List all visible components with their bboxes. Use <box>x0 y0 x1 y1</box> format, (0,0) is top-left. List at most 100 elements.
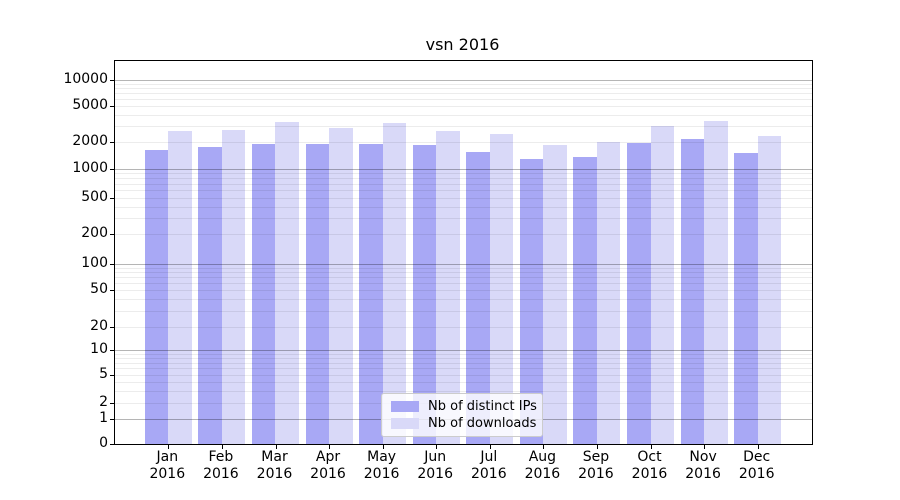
gridline-minor <box>115 277 812 279</box>
gridline-minor <box>115 126 812 128</box>
gridline-minor <box>115 190 812 192</box>
x-tick <box>436 445 438 449</box>
bars-layer <box>115 61 812 444</box>
bar-nb-of-distinct-ips-mar <box>251 144 276 444</box>
y-tick-label: 1000 <box>72 160 108 176</box>
gridline-major <box>115 264 812 265</box>
x-tick <box>221 445 223 449</box>
bar-nb-of-distinct-ips-oct <box>627 143 651 444</box>
y-tick <box>110 327 114 328</box>
y-tick-label: 0 <box>99 435 108 451</box>
y-tick <box>110 264 114 265</box>
gridline-minor <box>115 198 812 199</box>
bar-nb-of-downloads-nov <box>704 121 728 444</box>
y-tick <box>110 198 114 199</box>
gridline-minor <box>115 327 812 328</box>
y-tick-label: 500 <box>81 189 108 205</box>
x-tick <box>329 445 330 449</box>
y-tick <box>110 169 114 170</box>
y-tick-label: 1 <box>99 410 108 426</box>
gridline-minor <box>115 88 812 90</box>
bar-nb-of-distinct-ips-aug <box>519 159 544 444</box>
legend-label: Nb of downloads <box>428 416 537 431</box>
x-tick <box>650 445 652 449</box>
bar-nb-of-downloads-may <box>382 123 407 444</box>
x-tick-label: Sep 2016 <box>578 449 614 482</box>
gridline-minor <box>115 272 812 274</box>
gridline-minor <box>115 368 812 370</box>
y-tick-label: 100 <box>81 255 108 271</box>
gridline-minor <box>115 99 812 101</box>
y-tick <box>110 142 114 143</box>
gridline-major <box>115 350 812 351</box>
y-tick-label: 2 <box>99 394 108 410</box>
x-tick <box>168 445 170 449</box>
y-tick-label: 50 <box>90 281 108 297</box>
bar-nb-of-distinct-ips-jul <box>466 151 490 444</box>
gridline-minor <box>115 358 812 359</box>
x-tick <box>704 445 706 449</box>
bar-nb-of-distinct-ips-sep <box>573 157 597 444</box>
legend-row: Nb of distinct IPs <box>388 398 537 415</box>
bar-nb-of-downloads-sep <box>596 141 621 444</box>
x-tick-label: Aug 2016 <box>524 449 561 482</box>
gridline-minor <box>115 93 812 95</box>
bar-nb-of-distinct-ips-jan <box>144 150 169 444</box>
y-tick-label: 10 <box>90 341 108 357</box>
y-tick <box>110 234 114 235</box>
legend-swatch <box>391 418 419 429</box>
bar-nb-of-downloads-oct <box>650 126 675 444</box>
y-tick <box>110 290 114 291</box>
gridline-minor <box>115 362 812 364</box>
bar-nb-of-distinct-ips-dec <box>734 153 758 444</box>
bar-nb-of-downloads-dec <box>757 135 782 444</box>
legend-row: Nb of downloads <box>388 415 536 432</box>
y-tick-label: 2000 <box>72 133 108 149</box>
bar-nb-of-downloads-aug <box>543 144 567 444</box>
x-tick <box>489 445 491 449</box>
bar-nb-of-downloads-jun <box>436 130 460 444</box>
y-tick-label: 200 <box>81 225 108 241</box>
gridline-minor <box>115 375 812 376</box>
gridline-minor <box>115 310 812 312</box>
legend: Nb of distinct IPs Nb of downloads <box>381 393 543 437</box>
x-tick-label: May 2016 <box>363 449 400 482</box>
legend-label: Nb of distinct IPs <box>428 399 537 414</box>
x-tick <box>275 445 277 449</box>
gridline-minor <box>115 114 812 116</box>
bar-nb-of-distinct-ips-jun <box>412 145 437 444</box>
bar-nb-of-distinct-ips-apr <box>305 144 330 444</box>
x-tick-label: Nov 2016 <box>685 449 721 482</box>
bar-nb-of-downloads-feb <box>221 130 246 444</box>
x-tick-label: Oct 2016 <box>631 449 668 482</box>
gridline-minor <box>115 84 812 85</box>
bar-nb-of-downloads-jul <box>489 133 514 444</box>
y-tick <box>110 350 114 351</box>
gridline-minor <box>115 283 812 285</box>
legend-swatch <box>391 401 419 412</box>
gridline-minor <box>115 142 812 143</box>
y-tick <box>110 403 114 404</box>
x-tick-label: Apr 2016 <box>310 449 346 482</box>
x-tick <box>596 445 598 449</box>
plot-area <box>110 60 813 449</box>
y-tick-label: 5 <box>99 366 108 382</box>
gridline-major <box>115 169 812 170</box>
bar-nb-of-distinct-ips-nov <box>680 139 705 444</box>
y-tick <box>110 444 114 445</box>
gridline-minor <box>115 183 812 185</box>
bar-nb-of-distinct-ips-feb <box>198 147 222 444</box>
x-tick-label: Dec 2016 <box>738 449 775 482</box>
gridline-minor <box>115 218 812 220</box>
gridline-minor <box>115 206 812 208</box>
bar-nb-of-downloads-apr <box>329 128 353 444</box>
bar-nb-of-distinct-ips-may <box>359 144 383 444</box>
y-tick <box>110 375 114 376</box>
x-tick <box>382 445 384 449</box>
gridline-minor <box>115 173 812 175</box>
y-tick-label: 5000 <box>72 97 108 113</box>
x-tick-label: Jul 2016 <box>470 449 507 482</box>
gridline-minor <box>115 390 812 392</box>
x-tick-label: Feb 2016 <box>203 449 239 482</box>
